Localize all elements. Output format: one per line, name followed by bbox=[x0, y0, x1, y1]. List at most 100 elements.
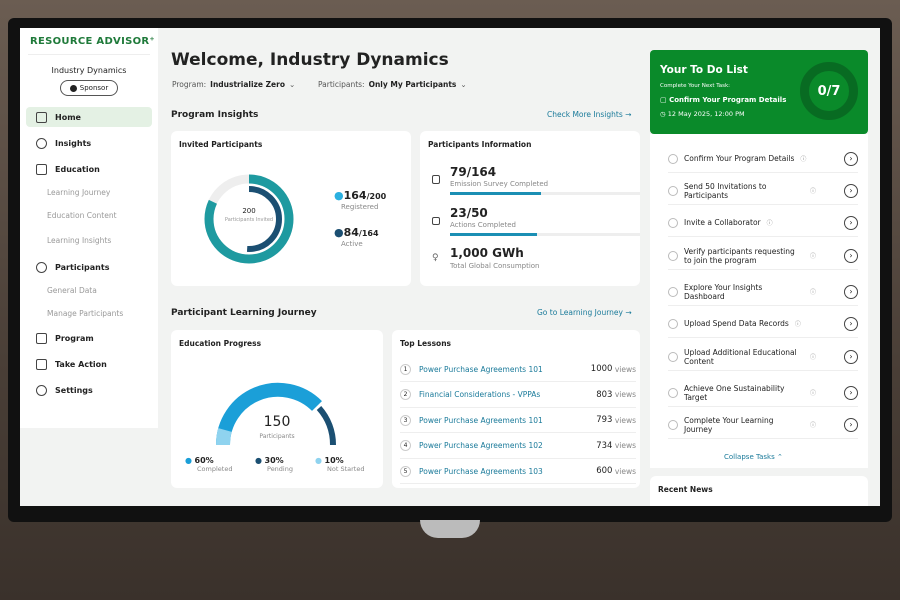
info-icon[interactable]: ⓘ bbox=[766, 220, 773, 227]
task-label: Explore Your Insights Dashboard bbox=[684, 282, 763, 301]
todo-task[interactable]: Invite a Collaborator ⓘ › bbox=[668, 209, 858, 237]
clock-icon: ◷ bbox=[660, 110, 666, 118]
lesson-row[interactable]: 1 Power Purchase Agreements 101 1000 views bbox=[400, 357, 636, 382]
stat-value: 60% bbox=[194, 456, 214, 465]
info-icon[interactable]: ⓘ bbox=[794, 321, 801, 328]
sidebar-item-education-content[interactable]: Education Content bbox=[47, 211, 117, 220]
todo-task[interactable]: Complete Your Learning Journey ⓘ › bbox=[668, 411, 858, 439]
active-value: 84 bbox=[343, 226, 359, 239]
lesson-name[interactable]: Power Purchase Agreements 101 bbox=[419, 415, 543, 425]
participants-label: Participants: bbox=[318, 80, 365, 89]
program-label: Program: bbox=[172, 80, 207, 89]
stat-label: Not Started bbox=[327, 465, 365, 473]
gauge-total-label: Participants bbox=[259, 433, 295, 440]
sidebar-item-insights[interactable]: Insights bbox=[26, 133, 152, 153]
todo-task[interactable]: Send 50 Invitations to Participants ⓘ › bbox=[668, 177, 858, 205]
chevron-right-icon[interactable]: › bbox=[844, 215, 858, 230]
info-icon[interactable]: ⓘ bbox=[810, 422, 817, 429]
lesson-rank: 1 bbox=[400, 363, 411, 375]
todo-task[interactable]: Verify participants requesting to join t… bbox=[668, 242, 858, 270]
sidebar-item-manage-participants[interactable]: Manage Participants bbox=[47, 309, 124, 318]
chevron-right-icon[interactable]: › bbox=[844, 248, 858, 263]
lesson-row[interactable]: 2 Financial Considerations - VPPAs 803 vie… bbox=[400, 383, 636, 408]
lesson-name[interactable]: Power Purchase Agreements 102 bbox=[419, 441, 543, 450]
education-gauge bbox=[215, 382, 337, 446]
link-label: Check More Insights bbox=[547, 110, 623, 119]
sidebar-item-settings[interactable]: Settings bbox=[26, 380, 152, 400]
todo-task[interactable]: Confirm Your Program Details ⓘ › bbox=[668, 145, 858, 173]
next-task-link[interactable]: ▢ Confirm Your Program Details bbox=[660, 96, 786, 104]
chevron-right-icon[interactable]: › bbox=[844, 151, 858, 166]
todo-task[interactable]: Explore Your Insights Dashboard ⓘ › bbox=[668, 278, 858, 306]
sidebar-item-education[interactable]: Education bbox=[26, 159, 152, 179]
sidebar-item-take-action[interactable]: Take Action bbox=[26, 354, 152, 374]
task-checkbox[interactable] bbox=[668, 286, 678, 297]
info-icon[interactable]: ⓘ bbox=[810, 354, 817, 361]
lesson-views-unit: views bbox=[614, 390, 636, 399]
stat-pending: ● 30% Pending bbox=[255, 456, 293, 473]
lesson-views-unit: views bbox=[614, 441, 636, 450]
card-title: Education Progress bbox=[179, 339, 262, 348]
top-lessons-card: Top Lessons bbox=[392, 330, 640, 488]
check-more-insights-link[interactable]: Check More Insights → bbox=[547, 110, 631, 119]
task-checkbox[interactable] bbox=[668, 419, 678, 430]
chevron-right-icon[interactable]: › bbox=[844, 183, 858, 198]
chevron-right-icon[interactable]: › bbox=[844, 349, 858, 364]
chevron-right-icon[interactable]: › bbox=[844, 385, 858, 400]
lesson-row[interactable]: 3 Power Purchase Agreements 101 793 views bbox=[400, 408, 636, 433]
chevron-right-icon[interactable]: › bbox=[844, 316, 858, 331]
info-icon[interactable]: ⓘ bbox=[810, 253, 817, 260]
todo-task[interactable]: Upload Spend Data Records ⓘ › bbox=[668, 310, 858, 338]
task-checkbox[interactable] bbox=[668, 153, 678, 164]
chevron-right-icon[interactable]: › bbox=[844, 417, 858, 432]
sidebar-item-learning-journey[interactable]: Learning Journey bbox=[47, 188, 111, 197]
active-total: /164 bbox=[358, 229, 379, 238]
nav-label: Program bbox=[55, 333, 94, 343]
lesson-views: 600 bbox=[596, 466, 613, 476]
collapse-tasks-button[interactable]: Collapse Tasks ⌃ bbox=[724, 453, 783, 461]
registered-value: 164 bbox=[343, 189, 367, 202]
nav-label: Settings bbox=[55, 385, 93, 395]
task-label: Invite a Collaborator bbox=[684, 218, 761, 227]
sidebar-item-general-data[interactable]: General Data bbox=[47, 286, 97, 295]
sponsor-badge[interactable]: Sponsor bbox=[60, 80, 118, 96]
card-title: Participants Information bbox=[428, 140, 532, 149]
house-icon bbox=[432, 217, 440, 225]
program-select[interactable]: Program: Industrialize Zero ⌄ bbox=[172, 80, 295, 89]
sidebar-item-learning-insights[interactable]: Learning Insights bbox=[47, 236, 112, 245]
lesson-row[interactable]: 5 Power Purchase Agreements 103 600 views bbox=[400, 459, 636, 484]
lesson-row[interactable]: 4 Power Purchase Agreements 102 734 views bbox=[400, 434, 636, 459]
info-icon[interactable]: ⓘ bbox=[810, 390, 817, 397]
lesson-name[interactable]: Power Purchase Agreements 103 bbox=[419, 466, 543, 476]
task-checkbox[interactable] bbox=[668, 387, 678, 398]
todo-task[interactable]: Achieve One Sustainability Target ⓘ › bbox=[668, 379, 858, 407]
go-to-learning-journey-link[interactable]: Go to Learning Journey → bbox=[537, 308, 632, 317]
chevron-up-icon: ⌃ bbox=[776, 453, 783, 461]
todo-title: Your To Do List bbox=[660, 64, 748, 76]
info-icon[interactable]: ⓘ bbox=[810, 188, 817, 195]
lesson-name[interactable]: Financial Considerations - VPPAs bbox=[419, 390, 541, 399]
task-checkbox[interactable] bbox=[668, 351, 678, 362]
info-icon[interactable]: ⓘ bbox=[800, 156, 807, 163]
clipboard-icon bbox=[432, 175, 440, 184]
task-label: Verify participants requesting to join t… bbox=[684, 246, 795, 265]
task-checkbox[interactable] bbox=[668, 217, 678, 228]
arrow-right-icon: → bbox=[625, 110, 632, 119]
info-icon[interactable]: ⓘ bbox=[810, 289, 817, 296]
sidebar-item-participants[interactable]: Participants bbox=[26, 257, 152, 277]
todo-task[interactable]: Upload Additional Educational Content ⓘ › bbox=[668, 343, 858, 371]
task-checkbox[interactable] bbox=[668, 318, 678, 329]
task-checkbox[interactable] bbox=[668, 185, 678, 196]
gauge-pending bbox=[316, 406, 337, 446]
chevron-right-icon[interactable]: › bbox=[844, 284, 858, 299]
participants-select[interactable]: Participants: Only My Participants ⌄ bbox=[318, 80, 467, 89]
task-label: Achieve One Sustainability Target bbox=[684, 383, 785, 402]
chevron-down-icon: ⌄ bbox=[288, 80, 296, 89]
actions-label: Actions Completed bbox=[450, 221, 516, 229]
task-checkbox[interactable] bbox=[668, 250, 678, 261]
sidebar-item-home[interactable]: Home bbox=[26, 107, 152, 127]
lesson-name[interactable]: Power Purchase Agreements 101 bbox=[419, 364, 543, 374]
todo-list bbox=[650, 134, 868, 468]
emission-survey-label: Emission Survey Completed bbox=[450, 180, 549, 188]
sidebar-item-program[interactable]: Program bbox=[26, 328, 152, 348]
